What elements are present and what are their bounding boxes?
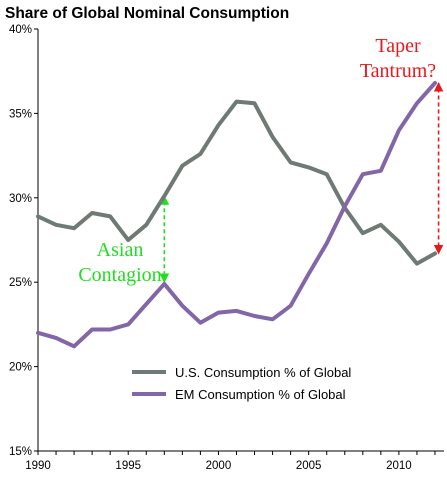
annotation-label: Contagion: [78, 264, 161, 286]
x-tick-label: 2000: [206, 460, 232, 472]
x-tick-label: 1995: [115, 460, 141, 472]
annotations: Asian Contagion Taper Tantrum?: [78, 35, 444, 286]
chart-title: Share of Global Nominal Consumption: [5, 5, 289, 22]
series-line-us: [36, 99, 437, 266]
legend-label: EM Consumption % of Global: [175, 387, 346, 402]
y-tick-label: 30%: [9, 193, 32, 205]
y-tick-label: 20%: [9, 362, 32, 374]
annotation-label: Asian: [97, 239, 144, 261]
y-tick-label: 35%: [9, 108, 32, 120]
y-tick-label: 15%: [9, 446, 32, 458]
series-line-em: [36, 81, 437, 349]
annotation-label: Taper: [375, 35, 421, 57]
series-group: [36, 81, 437, 349]
legend: U.S. Consumption % of Global EM Consumpti…: [132, 365, 351, 402]
x-tick-label: 1990: [25, 460, 51, 472]
y-tick-label: 40%: [9, 24, 32, 36]
axes: 15% 20% 25% 30% 35% 40% 1990 1995 2000 2005 2010: [9, 24, 444, 472]
x-tick-label: 2005: [296, 460, 322, 472]
legend-label: U.S. Consumption % of Global: [175, 365, 351, 380]
x-tick-label: 2010: [386, 460, 412, 472]
y-tick-label: 25%: [9, 277, 32, 289]
annotation-label: Tantrum?: [360, 60, 436, 82]
